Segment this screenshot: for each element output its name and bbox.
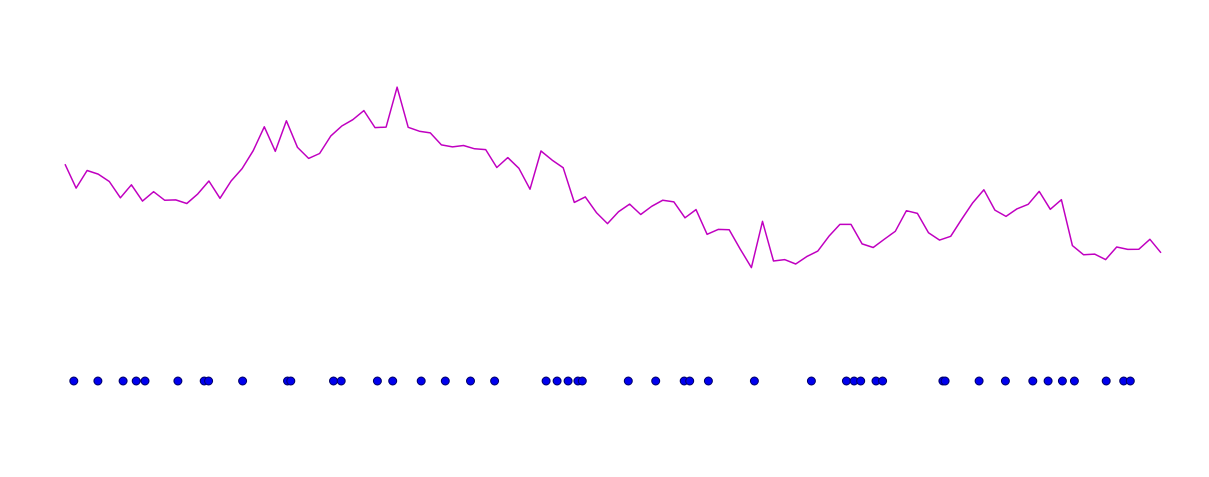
scatter-point (623, 376, 633, 386)
scatter-point (69, 376, 79, 386)
scatter-point (131, 376, 141, 386)
scatter-point (372, 376, 382, 386)
scatter-point (286, 376, 296, 386)
scatter-point (1057, 376, 1067, 386)
scatter-point (118, 376, 128, 386)
scatter-point (1000, 376, 1010, 386)
scatter-point (577, 376, 587, 386)
scatter-point (329, 376, 338, 386)
scatter-point (651, 376, 661, 386)
series-line (64, 86, 1162, 269)
scatter-point (806, 376, 816, 386)
scatter-point (974, 376, 984, 386)
scatter-point (140, 376, 150, 386)
plot-area (64, 86, 1162, 386)
scatter-point (1043, 376, 1053, 386)
scatter-point (1125, 376, 1135, 386)
scatter-point (1028, 376, 1038, 386)
scatter-point (93, 376, 103, 386)
scatter-point (1069, 376, 1079, 386)
scatter-point (878, 376, 888, 386)
scatter-point (173, 376, 183, 386)
scatter-point (416, 376, 426, 386)
scatter-point (440, 376, 450, 386)
scatter-point (552, 376, 562, 386)
scatter-point (841, 376, 851, 386)
scatter-point (388, 376, 398, 386)
scatter-point (204, 376, 214, 386)
scatter-point (940, 376, 950, 386)
scatter-point (563, 376, 573, 386)
scatter-point (466, 376, 475, 386)
scatter-point (238, 376, 248, 386)
scatter-point (749, 376, 759, 386)
scatter-point (336, 376, 346, 386)
scatter-point (703, 376, 713, 386)
scatter-point (490, 376, 500, 386)
scatter-point (685, 376, 695, 386)
scatter-point (1101, 376, 1111, 386)
scatter-point (856, 376, 866, 386)
scatter-point (541, 376, 551, 386)
